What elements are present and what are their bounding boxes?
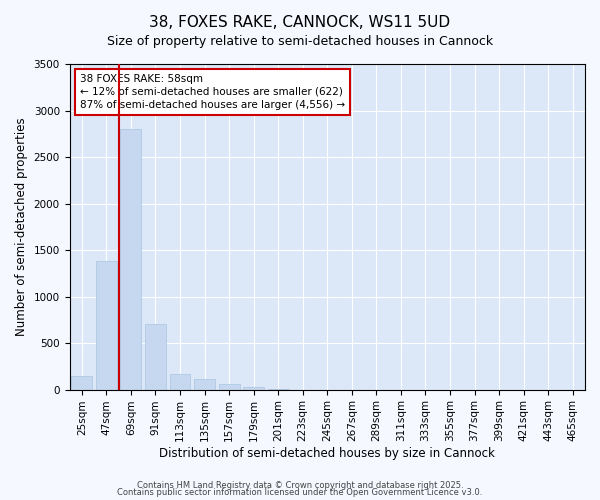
Bar [145, 324, 166, 390]
Text: Contains public sector information licensed under the Open Government Licence v3: Contains public sector information licen… [118, 488, 482, 497]
Bar [170, 374, 190, 390]
Bar [96, 261, 117, 390]
Text: 38, FOXES RAKE, CANNOCK, WS11 5UD: 38, FOXES RAKE, CANNOCK, WS11 5UD [149, 15, 451, 30]
Bar [218, 384, 239, 390]
X-axis label: Distribution of semi-detached houses by size in Cannock: Distribution of semi-detached houses by … [160, 447, 495, 460]
Bar [194, 380, 215, 390]
Text: Contains HM Land Registry data © Crown copyright and database right 2025.: Contains HM Land Registry data © Crown c… [137, 480, 463, 490]
Bar [121, 129, 142, 390]
Text: Size of property relative to semi-detached houses in Cannock: Size of property relative to semi-detach… [107, 35, 493, 48]
Bar [243, 387, 264, 390]
Bar [71, 376, 92, 390]
Bar [268, 388, 289, 390]
Text: 38 FOXES RAKE: 58sqm
← 12% of semi-detached houses are smaller (622)
87% of semi: 38 FOXES RAKE: 58sqm ← 12% of semi-detac… [80, 74, 345, 110]
Y-axis label: Number of semi-detached properties: Number of semi-detached properties [15, 118, 28, 336]
